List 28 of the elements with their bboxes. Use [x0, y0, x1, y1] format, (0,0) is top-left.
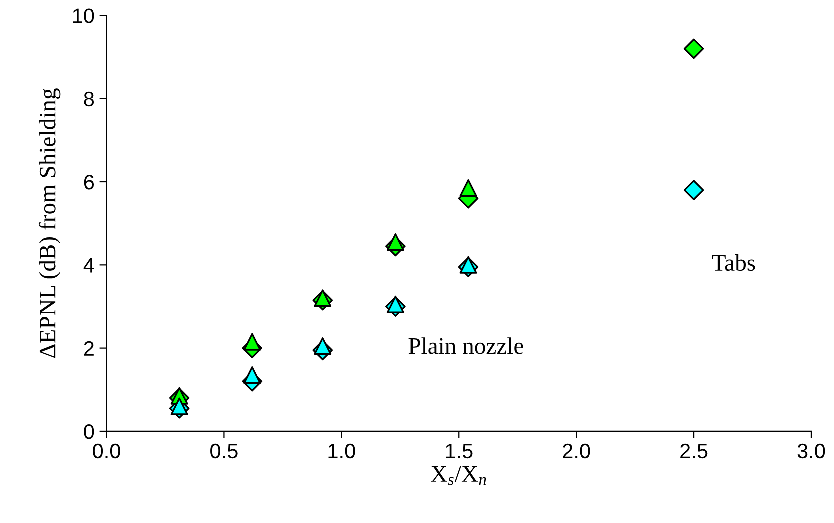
x-tick-label: 2.0 — [563, 444, 590, 459]
x-tick-label: 1.5 — [446, 444, 473, 459]
point — [386, 296, 404, 314]
point — [244, 366, 262, 384]
y-tick-label: 0 — [84, 424, 94, 440]
y-tick-label: 4 — [84, 258, 94, 273]
point — [684, 180, 704, 200]
annotation: Tabs — [712, 254, 756, 272]
point — [460, 179, 478, 197]
y-tick-label: 2 — [84, 341, 94, 356]
x-tick-label: 0.5 — [210, 444, 238, 459]
point — [314, 290, 332, 308]
x-tick-label: 1.0 — [328, 444, 356, 459]
y-tick-label: 10 — [73, 8, 94, 24]
point — [684, 38, 704, 60]
point — [244, 333, 262, 351]
point — [314, 337, 332, 355]
x-tick-label: 3.0 — [798, 444, 826, 459]
x-tick-label: 2.5 — [680, 444, 708, 459]
x-tick-label: 0.0 — [93, 444, 120, 459]
y-axis-title: ΔEPNL (dB) from Shielding — [38, 88, 61, 358]
point — [386, 234, 404, 252]
y-tick-label: 6 — [84, 175, 94, 190]
point — [460, 256, 478, 274]
point — [170, 398, 188, 416]
y-tick-label: 8 — [84, 92, 94, 107]
annotation: Plain nozzle — [408, 338, 524, 354]
x-axis-title: X$_{s}$/X$_{n}$ — [431, 466, 486, 486]
